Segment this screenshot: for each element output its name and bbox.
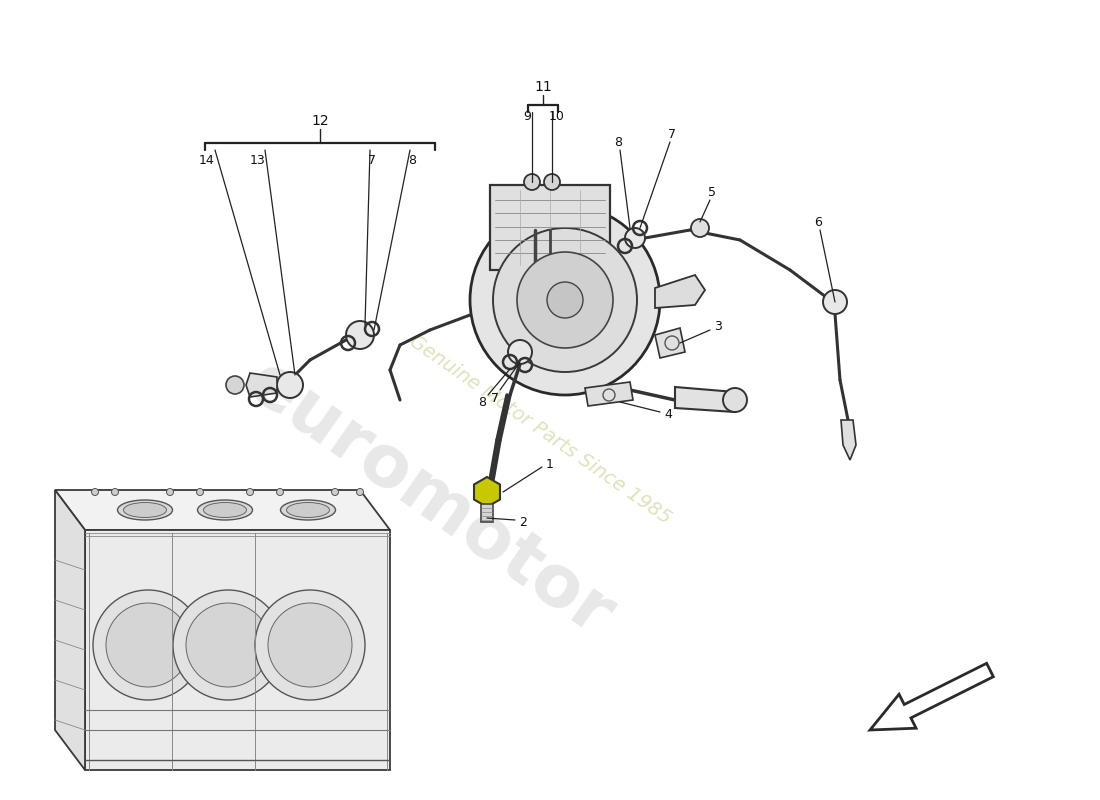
Circle shape (91, 489, 99, 495)
Circle shape (493, 228, 637, 372)
Text: 1: 1 (546, 458, 554, 470)
Ellipse shape (198, 500, 253, 520)
Polygon shape (842, 420, 856, 460)
Circle shape (106, 603, 190, 687)
Text: 11: 11 (535, 80, 552, 94)
Circle shape (356, 489, 363, 495)
Circle shape (268, 603, 352, 687)
Text: 6: 6 (814, 215, 822, 229)
Text: 12: 12 (311, 114, 329, 128)
Text: 3: 3 (714, 321, 722, 334)
Circle shape (94, 590, 204, 700)
Circle shape (470, 205, 660, 395)
Text: 8: 8 (614, 137, 622, 150)
Polygon shape (85, 530, 390, 770)
Ellipse shape (280, 500, 336, 520)
Circle shape (508, 340, 532, 364)
Polygon shape (55, 490, 390, 530)
Circle shape (186, 603, 270, 687)
Polygon shape (246, 373, 277, 397)
Circle shape (544, 174, 560, 190)
FancyArrow shape (870, 663, 993, 730)
Polygon shape (654, 328, 685, 358)
Text: 2: 2 (519, 515, 527, 529)
Ellipse shape (204, 502, 246, 518)
Text: euromotor: euromotor (234, 348, 626, 652)
Circle shape (246, 489, 253, 495)
Text: 13: 13 (250, 154, 266, 167)
Circle shape (346, 321, 374, 349)
Circle shape (226, 376, 244, 394)
Text: 9: 9 (524, 110, 531, 123)
Circle shape (625, 228, 645, 248)
Circle shape (517, 252, 613, 348)
Ellipse shape (123, 502, 166, 518)
Circle shape (166, 489, 174, 495)
Circle shape (691, 219, 710, 237)
Text: 7: 7 (368, 154, 376, 167)
Circle shape (173, 590, 283, 700)
Circle shape (723, 388, 747, 412)
Circle shape (111, 489, 119, 495)
Ellipse shape (118, 500, 173, 520)
Polygon shape (55, 490, 85, 770)
Polygon shape (474, 477, 500, 507)
Text: 8: 8 (408, 154, 416, 167)
Text: Genuine Motor Parts Since 1985: Genuine Motor Parts Since 1985 (406, 332, 674, 528)
Polygon shape (585, 382, 632, 406)
Circle shape (277, 372, 302, 398)
Circle shape (331, 489, 339, 495)
Polygon shape (675, 387, 735, 412)
Circle shape (197, 489, 204, 495)
Circle shape (524, 174, 540, 190)
Circle shape (255, 590, 365, 700)
Polygon shape (490, 185, 610, 270)
Text: 5: 5 (708, 186, 716, 199)
Text: 14: 14 (199, 154, 214, 167)
Polygon shape (654, 275, 705, 308)
Circle shape (276, 489, 284, 495)
Ellipse shape (286, 502, 330, 518)
Polygon shape (481, 504, 493, 522)
Text: 4: 4 (664, 409, 672, 422)
Circle shape (547, 282, 583, 318)
Text: 7: 7 (668, 129, 676, 142)
Text: 10: 10 (549, 110, 565, 123)
Text: 8: 8 (478, 395, 486, 409)
Text: 7: 7 (491, 391, 499, 405)
Circle shape (823, 290, 847, 314)
